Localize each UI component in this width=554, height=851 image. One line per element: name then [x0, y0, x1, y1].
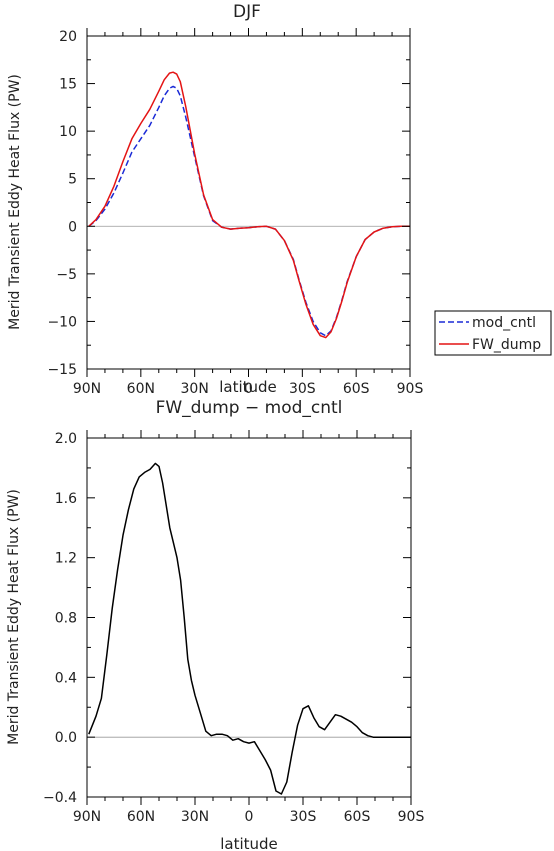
- djf-chart-series: [88, 71, 410, 339]
- y-tick-label: 0: [68, 219, 77, 235]
- y-tick-label: −5: [56, 267, 77, 283]
- y-tick-label: −0.4: [43, 790, 77, 806]
- y-tick-label: 10: [59, 124, 77, 140]
- y-tick-label: 1.2: [55, 551, 77, 567]
- x-tick-label: 30N: [181, 381, 209, 397]
- x-tick-label: 60S: [344, 809, 371, 825]
- x-tick-label: 90N: [73, 381, 101, 397]
- x-tick-label: 90N: [73, 809, 101, 825]
- y-tick-label: 0.4: [55, 670, 77, 686]
- y-tick-label: −10: [47, 314, 77, 330]
- x-tick-label: 60N: [127, 381, 155, 397]
- y-tick-label: 2.0: [55, 431, 77, 447]
- djf-chart-legend: mod_cntl FW_dump: [434, 310, 552, 356]
- legend-label-mod-cntl: mod_cntl: [472, 315, 536, 331]
- y-tick-label: 15: [59, 77, 77, 93]
- y-tick-label: 0.0: [55, 730, 77, 746]
- series-line-mod-cntl: [88, 85, 410, 337]
- x-tick-label: 30S: [290, 809, 317, 825]
- difference-chart-xlabel: latitude: [220, 835, 278, 851]
- x-tick-label: 90S: [398, 809, 425, 825]
- x-tick-label: 60N: [127, 809, 155, 825]
- x-tick-label: 90S: [397, 381, 424, 397]
- x-tick-label: 30S: [289, 381, 316, 397]
- y-tick-label: 20: [59, 29, 77, 45]
- series-line-fw-dump: [88, 71, 410, 339]
- difference-chart-title: FW_dump − mod_cntl: [156, 398, 343, 418]
- djf-chart-ticks: −15 −10 −5 0 5 10 15 20 90N 60N 30N 0 30S 60S 90S: [47, 28, 423, 397]
- djf-chart-ylabel: Merid Transient Eddy Heat Flux (PW): [7, 74, 23, 330]
- djf-chart-xlabel: latitude: [219, 378, 277, 396]
- djf-chart: DJF Merid Transient Eddy Heat Flux (PW) …: [7, 2, 552, 397]
- x-tick-label: 0: [245, 809, 254, 825]
- x-tick-label: 30N: [181, 809, 209, 825]
- djf-chart-frame: [86, 35, 411, 370]
- difference-line: [88, 462, 411, 795]
- y-tick-label: 1.6: [55, 491, 77, 507]
- y-tick-label: −15: [47, 362, 77, 378]
- difference-chart-ticks: −0.4 0.0 0.4 0.8 1.2 1.6 2.0 90N 60N 30N 0 30S 60S 90…: [43, 430, 424, 825]
- x-tick-label: 60S: [343, 381, 370, 397]
- y-tick-label: 5: [68, 172, 77, 188]
- legend-label-fw-dump: FW_dump: [472, 337, 541, 353]
- djf-chart-title: DJF: [233, 2, 261, 22]
- y-tick-label: 0.8: [55, 611, 77, 627]
- difference-chart-series: [88, 462, 411, 795]
- x-tick-label: 0: [244, 381, 253, 397]
- legend-box: [434, 310, 552, 356]
- difference-chart-ylabel: Merid Transient Eddy Heat Flux (PW): [6, 489, 22, 745]
- difference-chart: FW_dump − mod_cntl Merid Transient Eddy …: [6, 398, 424, 851]
